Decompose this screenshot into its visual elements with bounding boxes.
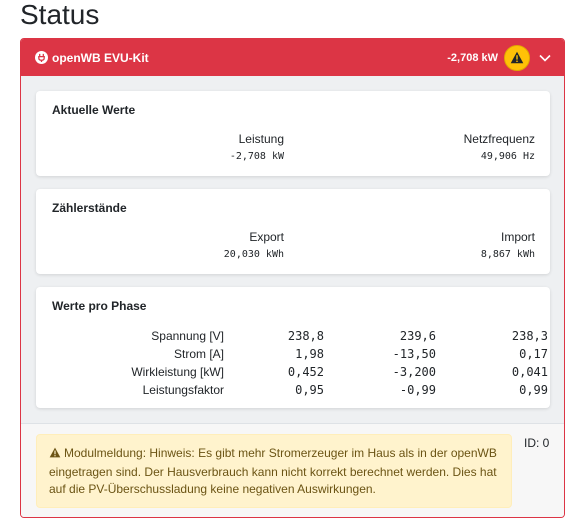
export-column: Export 20,030 kWh <box>224 230 284 260</box>
phase-1-value: 0,452 <box>287 365 324 379</box>
frequency-value: 49,906 Hz <box>480 151 535 162</box>
module-message-alert: Modulmeldung: Hinweis: Es gibt mehr Stro… <box>36 434 512 508</box>
meter-readings-title: Zählerstände <box>52 201 127 215</box>
card-header[interactable]: openWB EVU-Kit -2,708 kW <box>21 39 564 76</box>
phase-values-title: Werte pro Phase <box>52 299 147 313</box>
phase-3-value: 238,3 <box>511 329 548 343</box>
phase-table: Spannung [V] 238,8 239,6 238,3 Strom [A]… <box>56 327 548 399</box>
phase-2-value: -13,50 <box>392 347 436 361</box>
plug-icon <box>35 51 48 64</box>
export-label: Export <box>249 230 284 244</box>
phase-1-value: 238,8 <box>287 329 324 343</box>
table-row: Spannung [V] 238,8 239,6 238,3 <box>56 327 548 345</box>
status-card: openWB EVU-Kit -2,708 kW Aktuelle Werte … <box>20 38 565 518</box>
table-row: Leistungsfaktor 0,95 -0,99 0,99 <box>56 381 548 399</box>
row-label: Strom [A] <box>173 347 224 361</box>
phase-2-value: -0,99 <box>399 383 436 397</box>
current-values-card: Aktuelle Werte Leistung -2,708 kW Netzfr… <box>36 91 550 176</box>
power-label: Leistung <box>238 132 284 146</box>
import-label: Import <box>500 230 535 244</box>
frequency-column: Netzfrequenz 49,906 Hz <box>464 132 535 162</box>
card-body: Aktuelle Werte Leistung -2,708 kW Netzfr… <box>21 76 564 461</box>
import-column: Import 8,867 kWh <box>481 230 535 260</box>
power-value: -2,708 kW <box>229 151 284 162</box>
card-footer: Modulmeldung: Hinweis: Es gibt mehr Stro… <box>21 423 564 517</box>
page-title: Status <box>20 0 100 30</box>
meter-readings-card: Zählerstände Export 20,030 kWh Import 8,… <box>36 189 550 274</box>
phase-1-value: 0,95 <box>295 383 324 397</box>
card-title: openWB EVU-Kit <box>52 50 149 65</box>
row-label: Leistungsfaktor <box>142 383 224 397</box>
table-row: Strom [A] 1,98 -13,50 0,17 <box>56 345 548 363</box>
phase-3-value: 0,99 <box>519 383 548 397</box>
header-power-value: -2,708 kW <box>447 51 498 64</box>
phase-3-value: 0,041 <box>511 365 548 379</box>
row-label: Spannung [V] <box>151 329 224 343</box>
current-values-title: Aktuelle Werte <box>52 103 136 117</box>
phase-2-value: 239,6 <box>399 329 436 343</box>
module-id: ID: 0 <box>524 436 550 450</box>
table-row: Wirkleistung [kW] 0,452 -3,200 0,041 <box>56 363 548 381</box>
export-value: 20,030 kWh <box>223 249 284 260</box>
module-message-text: Modulmeldung: Hinweis: Es gibt mehr Stro… <box>49 446 497 496</box>
phase-1-value: 1,98 <box>295 347 324 361</box>
phase-2-value: -3,200 <box>392 365 436 379</box>
row-label: Wirkleistung [kW] <box>131 365 224 379</box>
frequency-label: Netzfrequenz <box>463 132 535 146</box>
phase-3-value: 0,17 <box>519 347 548 361</box>
import-value: 8,867 kWh <box>480 249 535 260</box>
warning-icon <box>504 44 530 71</box>
alert-warning-icon <box>49 446 61 464</box>
phase-values-card: Werte pro Phase Spannung [V] 238,8 239,6… <box>36 287 550 408</box>
power-column: Leistung -2,708 kW <box>230 132 284 162</box>
chevron-down-icon[interactable] <box>538 51 552 65</box>
